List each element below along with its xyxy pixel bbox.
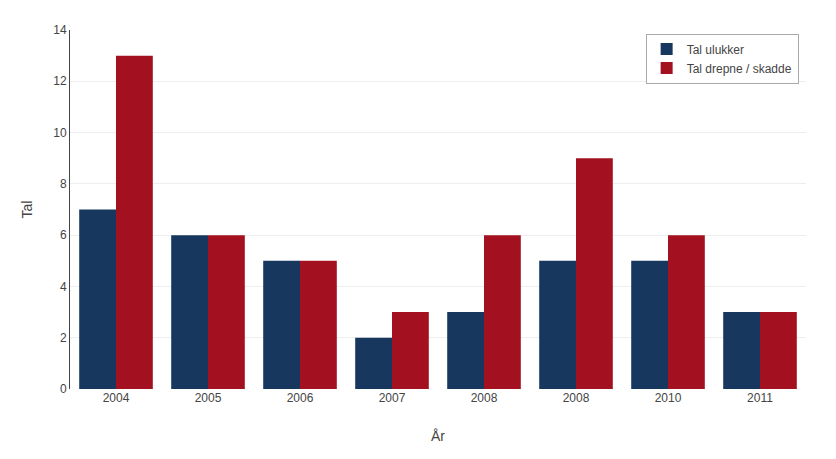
svg-text:2005: 2005	[195, 391, 222, 405]
svg-text:2008: 2008	[471, 391, 498, 405]
svg-text:2011: 2011	[747, 391, 773, 405]
svg-text:6: 6	[60, 228, 67, 242]
svg-text:10: 10	[53, 126, 67, 140]
svg-text:4: 4	[60, 280, 67, 294]
svg-text:Tal ulukker: Tal ulukker	[687, 43, 744, 57]
svg-text:Tal drepne / skadde: Tal drepne / skadde	[687, 62, 792, 76]
svg-text:14: 14	[53, 23, 67, 37]
svg-text:2004: 2004	[103, 391, 130, 405]
svg-text:2010: 2010	[655, 391, 682, 405]
svg-text:2008: 2008	[563, 391, 590, 405]
svg-text:2006: 2006	[287, 391, 314, 405]
svg-text:12: 12	[53, 74, 67, 88]
svg-text:Tal: Tal	[19, 201, 35, 219]
svg-text:8: 8	[60, 177, 67, 191]
svg-text:År: År	[431, 428, 445, 444]
svg-text:2007: 2007	[379, 391, 406, 405]
svg-text:0: 0	[60, 382, 67, 396]
svg-text:2: 2	[60, 331, 67, 345]
